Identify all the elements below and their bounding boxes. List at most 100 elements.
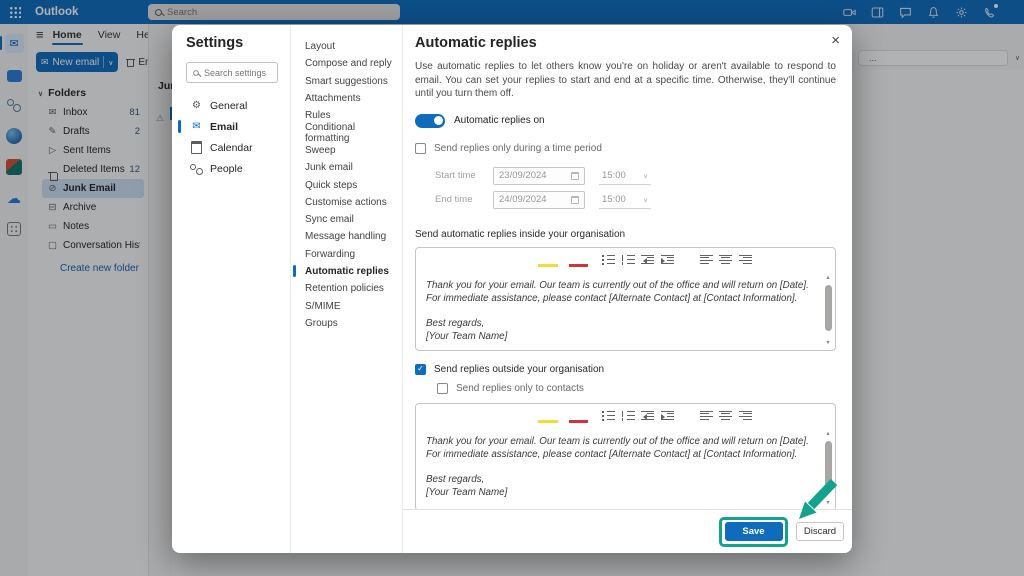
folder-inbox[interactable]: ✉ Inbox 81 [42,103,144,122]
folder-sent-items[interactable]: ▷ Sent Items [42,141,144,160]
settings-gear-icon[interactable] [955,6,968,19]
scroll-down-icon[interactable] [825,339,830,348]
font-color-icon[interactable] [568,408,588,423]
underline-icon[interactable] [519,251,539,269]
scrollbar-thumb[interactable] [824,284,832,331]
more-formatting-icon[interactable] [794,251,814,269]
settings-section-conditional-formatting[interactable]: Conditional formatting [305,122,356,145]
settings-section-sweep[interactable]: Sweep [305,144,336,156]
align-center-icon[interactable] [716,251,736,269]
settings-section-quick-steps[interactable]: Quick steps [305,179,358,191]
font-options-icon[interactable] [441,251,461,269]
settings-section-attachments[interactable]: Attachments [305,93,361,105]
more-commands-button[interactable]: ... [858,50,1008,66]
create-new-folder-link[interactable]: Create new folder [60,263,139,274]
editor-scrollbar[interactable] [822,430,834,508]
bullet-list-icon[interactable] [599,251,619,269]
app-title[interactable]: Outlook [35,6,79,18]
align-right-icon[interactable] [736,407,756,425]
settings-section-junk-email[interactable]: Junk email [305,162,353,174]
close-icon[interactable]: × [831,32,840,49]
settings-section-compose[interactable]: Compose and reply [305,58,392,70]
italic-icon[interactable] [499,407,519,425]
global-search-input[interactable] [167,6,367,18]
settings-section-smart-suggestions[interactable]: Smart suggestions [305,75,388,87]
folders-header[interactable]: Folders [38,87,148,99]
outside-reply-text[interactable]: Thank you for your email. Our team is cu… [426,435,809,498]
quote-icon[interactable] [677,407,697,425]
superscript-icon[interactable] [460,407,480,425]
settings-section-retention-policies[interactable]: Retention policies [305,283,384,295]
format-painter-icon[interactable] [421,407,441,425]
scrollbar-thumb[interactable] [824,440,832,487]
align-left-icon[interactable] [697,407,717,425]
numbered-list-icon[interactable] [619,407,639,425]
underline-icon[interactable] [519,407,539,425]
folder-deleted-items[interactable]: Deleted Items 12 [48,164,140,181]
italic-icon[interactable] [499,251,519,269]
font-color-dropdown-icon[interactable] [588,407,599,425]
end-time-field[interactable]: 15:00 [599,191,651,209]
folder-junk-email[interactable]: ⊘ Junk Email [42,179,144,198]
discard-button[interactable]: Discard [796,522,844,541]
align-left-icon[interactable] [697,251,717,269]
highlight-icon[interactable] [538,408,558,423]
settings-search-input[interactable] [204,67,270,78]
tab-home[interactable]: Home [51,29,83,45]
settings-section-customise-actions[interactable]: Customise actions [305,196,387,208]
inside-reply-text[interactable]: Thank you for your email. Our team is cu… [426,279,809,342]
highlight-icon[interactable] [538,252,558,267]
end-date-field[interactable]: 24/09/2024 [493,190,585,209]
message-list-item[interactable] [149,107,172,126]
meet-icon[interactable] [843,6,856,19]
folder-archive[interactable]: ⊟ Archive [42,198,144,217]
word-app-icon[interactable] [0,125,28,147]
side-panel-icon[interactable] [871,6,884,19]
calendar-app-icon[interactable] [0,63,28,85]
settings-section-sync-email[interactable]: Sync email [305,214,354,226]
font-options-icon[interactable] [441,407,461,425]
settings-section-message-handling[interactable]: Message handling [305,231,387,243]
contacts-only-checkbox[interactable] [437,382,448,394]
save-button[interactable]: Save [724,522,783,541]
folder-drafts[interactable]: ✎ Drafts 2 [42,122,144,141]
bold-icon[interactable] [480,407,500,425]
tab-view[interactable]: View [97,29,121,41]
settings-section-layout[interactable]: Layout [305,41,336,53]
folder-conversation-history[interactable]: ▢ Conversation Histo... [48,240,140,251]
outside-organisation-checkbox[interactable] [415,363,426,375]
folder-notes[interactable]: ▭ Notes [48,221,90,232]
settings-search-box[interactable] [186,62,278,83]
scroll-up-icon[interactable] [825,430,830,439]
call-icon[interactable] [983,3,998,19]
font-color-dropdown-icon[interactable] [588,251,599,269]
highlight-dropdown-icon[interactable] [558,251,569,269]
format-painter-icon[interactable] [421,251,441,269]
bullet-list-icon[interactable] [599,407,619,425]
mail-app-icon[interactable]: ✉ [0,32,28,54]
more-formatting-icon[interactable] [794,407,814,425]
new-email-button[interactable]: ✉ New email [36,52,119,72]
indent-icon[interactable] [658,251,678,269]
outdent-icon[interactable] [638,407,658,425]
scroll-up-icon[interactable] [825,274,830,283]
align-right-icon[interactable] [736,251,756,269]
empty-folder-button[interactable]: Empty folder [125,57,148,68]
editor-scrollbar[interactable] [822,274,834,348]
link-icon[interactable] [755,251,775,269]
automatic-replies-toggle[interactable] [415,113,445,128]
align-center-icon[interactable] [716,407,736,425]
settings-category-calendar[interactable]: Calendar [186,137,278,158]
settings-section-automatic-replies[interactable]: Automatic replies [291,263,402,280]
time-period-checkbox[interactable] [415,142,426,154]
more-apps-icon[interactable] [0,218,28,240]
settings-category-general[interactable]: ⚙ General [186,95,278,116]
app-launcher-icon[interactable] [9,6,21,18]
settings-section-rules[interactable]: Rules [305,110,331,122]
settings-section-forwarding[interactable]: Forwarding [305,248,356,260]
chat-icon[interactable] [899,6,912,19]
start-date-field[interactable]: 23/09/2024 [493,166,585,185]
font-color-icon[interactable] [568,252,588,267]
indent-icon[interactable] [658,407,678,425]
highlight-dropdown-icon[interactable] [558,407,569,425]
